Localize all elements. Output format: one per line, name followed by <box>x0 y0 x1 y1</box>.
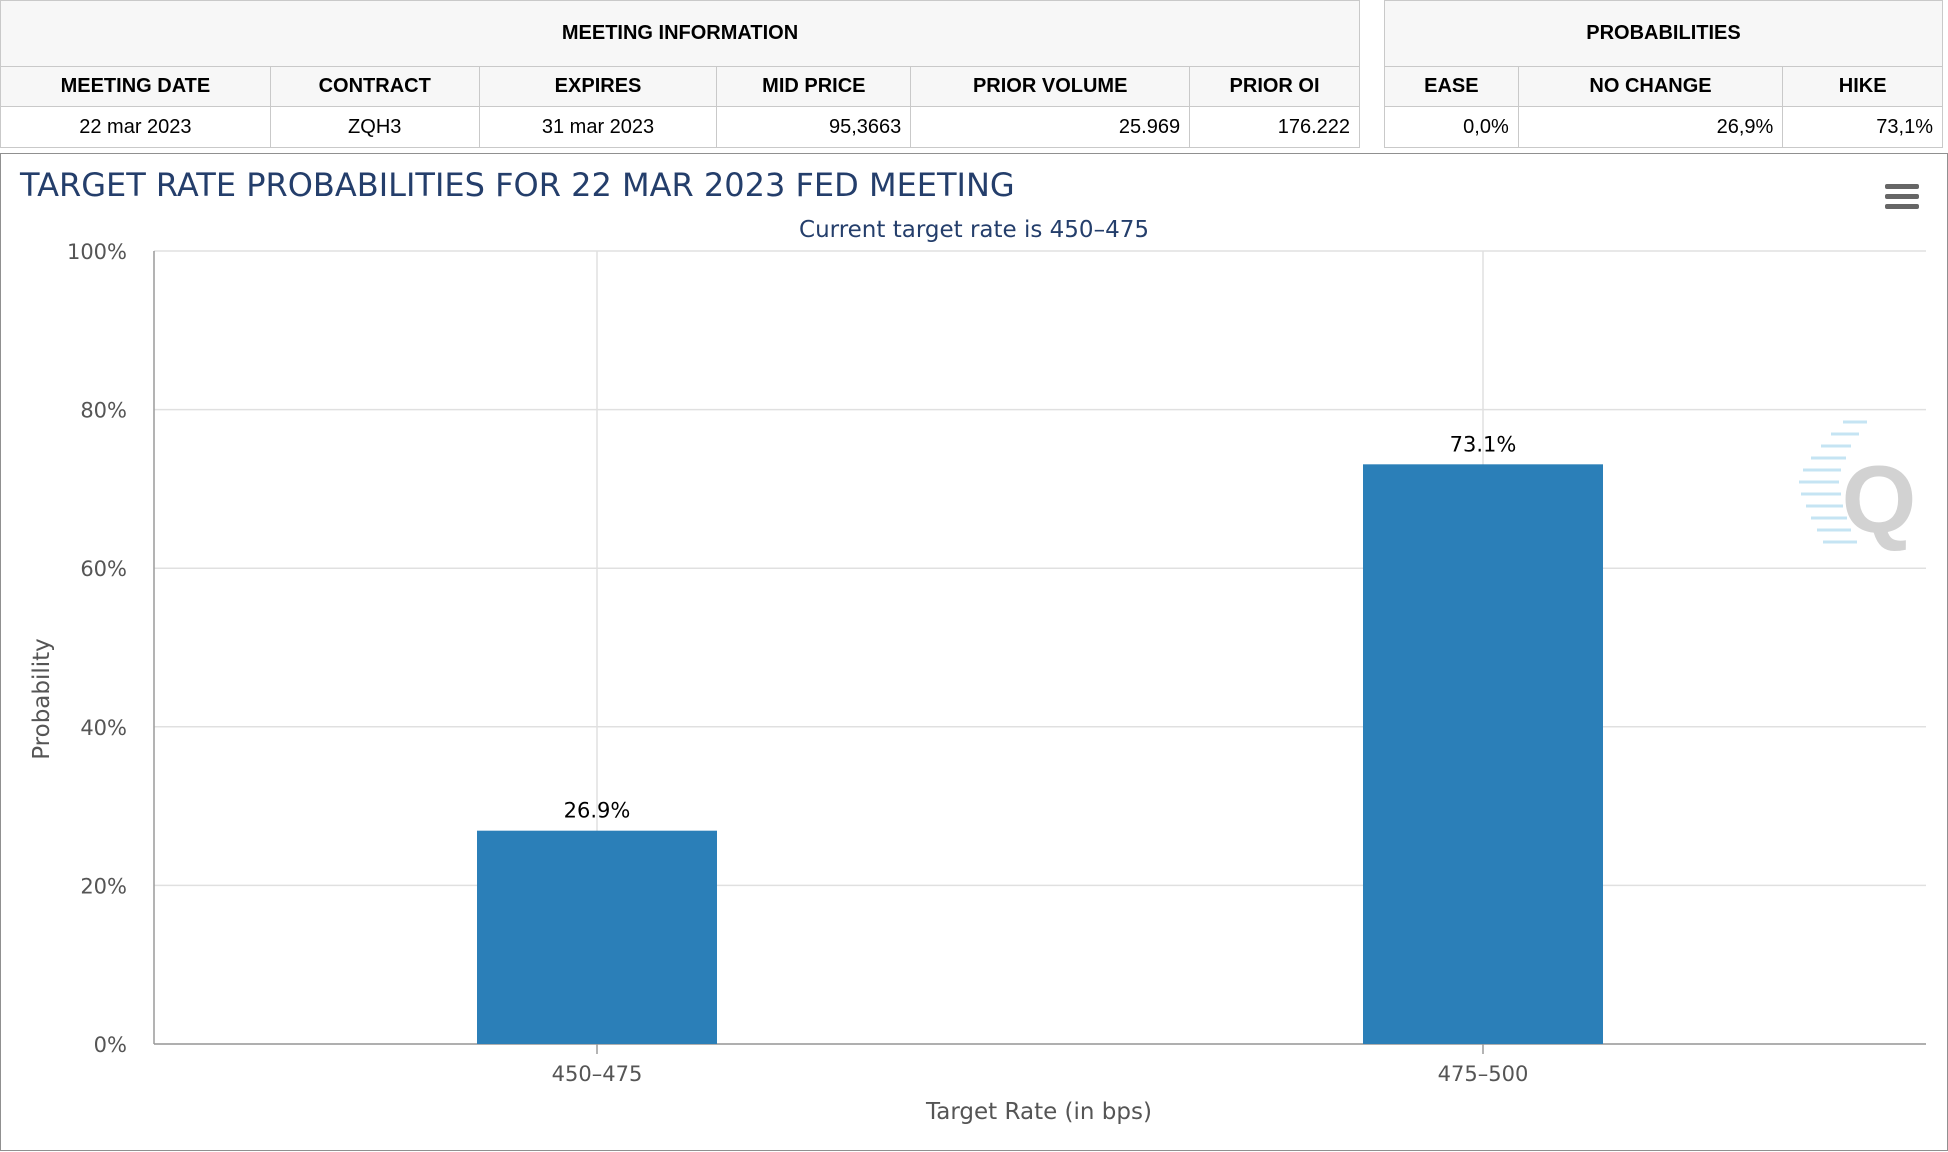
column-header-no-change: NO CHANGE <box>1517 66 1784 107</box>
column-header-hike: HIKE <box>1782 66 1943 107</box>
chart-labels: 0% 20% 40% 60% 80% 100% 26.9% 450–475 73.1% 475–5… <box>67 240 1528 1086</box>
column-header-ease: EASE <box>1384 66 1519 107</box>
no-change-value: 26,9% <box>1517 106 1784 148</box>
chart-panel: Q 0% 20% 40% 60% 80% 100% 26.9% 450–475 73.1% 475… <box>0 153 1948 1151</box>
contract-value: ZQH3 <box>269 106 480 148</box>
meeting-date-value: 22 mar 2023 <box>0 106 271 148</box>
table-row: 22 mar 2023 ZQH3 31 mar 2023 95,3663 25.… <box>0 106 1360 148</box>
column-header-mid-price: MID PRICE <box>716 66 912 107</box>
meeting-information-header: MEETING INFORMATION <box>0 0 1360 67</box>
probabilities-header: PROBABILITIES <box>1384 0 1943 67</box>
column-header-meeting-date: MEETING DATE <box>0 66 271 107</box>
y-tick-label: 0% <box>94 1033 127 1057</box>
expires-value: 31 mar 2023 <box>478 106 718 148</box>
chart-bars <box>477 464 1603 1044</box>
hike-value: 73,1% <box>1782 106 1943 148</box>
chart-subtitle: Current target rate is 450–475 <box>799 217 1149 243</box>
prior-oi-value: 176.222 <box>1189 106 1360 148</box>
x-tick-label: 475–500 <box>1438 1062 1529 1086</box>
x-axis-title: Target Rate (in bps) <box>925 1099 1152 1125</box>
bar-data-label: 26.9% <box>564 799 631 823</box>
hamburger-menu-icon[interactable] <box>1881 180 1923 216</box>
y-tick-label: 100% <box>67 240 127 264</box>
y-tick-label: 40% <box>80 716 127 740</box>
bar-data-label: 73.1% <box>1450 432 1517 456</box>
y-tick-label: 60% <box>80 557 127 581</box>
watermark-logo: Q <box>1799 420 1917 553</box>
chart-title: TARGET RATE PROBABILITIES FOR 22 MAR 202… <box>19 166 1015 204</box>
y-tick-label: 20% <box>80 874 127 898</box>
bar <box>477 830 717 1044</box>
prior-volume-value: 25.969 <box>910 106 1191 148</box>
y-tick-label: 80% <box>80 399 127 423</box>
column-header-expires: EXPIRES <box>478 66 718 107</box>
column-header-prior-oi: PRIOR OI <box>1189 66 1360 107</box>
watermark-letter: Q <box>1842 446 1917 553</box>
column-header-contract: CONTRACT <box>269 66 480 107</box>
ease-value: 0,0% <box>1384 106 1519 148</box>
watermark-streaks <box>1799 420 1867 544</box>
meeting-information-table: MEETING INFORMATION MEETING DATE CONTRAC… <box>0 0 1360 148</box>
chart: Q 0% 20% 40% 60% 80% 100% 26.9% 450–475 73.1% 475… <box>19 166 1926 1125</box>
mid-price-value: 95,3663 <box>716 106 912 148</box>
column-header-prior-volume: PRIOR VOLUME <box>910 66 1191 107</box>
x-tick-label: 450–475 <box>552 1062 643 1086</box>
y-axis-title: Probability <box>29 638 55 760</box>
chart-grid <box>153 250 1926 1054</box>
table-row: 0,0% 26,9% 73,1% <box>1384 106 1943 148</box>
bar <box>1363 464 1603 1044</box>
probabilities-table: PROBABILITIES EASE NO CHANGE HIKE 0,0% 2… <box>1384 0 1943 148</box>
